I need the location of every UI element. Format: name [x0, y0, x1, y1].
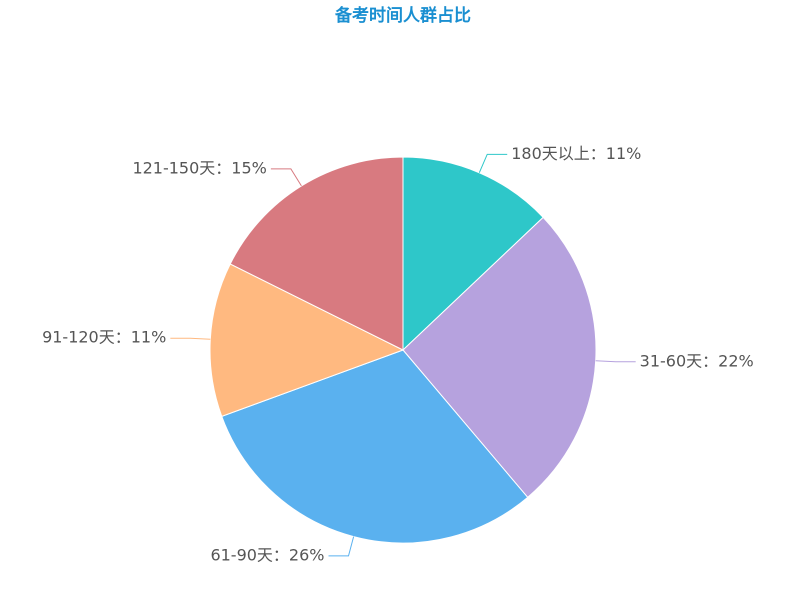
pie-slice	[229, 156, 404, 351]
leader-line	[478, 153, 508, 173]
pie-slice	[221, 349, 529, 544]
slice-label: 61-90天：26%	[210, 545, 324, 564]
slice-label: 31-60天：22%	[640, 351, 754, 370]
slice-label: 121-150天：15%	[132, 158, 266, 177]
chart-title: 备考时间人群占比	[334, 5, 471, 26]
leader-line	[170, 337, 211, 340]
leader-line	[328, 536, 355, 557]
leader-line	[270, 168, 302, 187]
slice-label: 180天以上：11%	[511, 144, 641, 163]
leader-line	[595, 360, 636, 363]
slice-label: 91-120天：11%	[42, 328, 166, 347]
